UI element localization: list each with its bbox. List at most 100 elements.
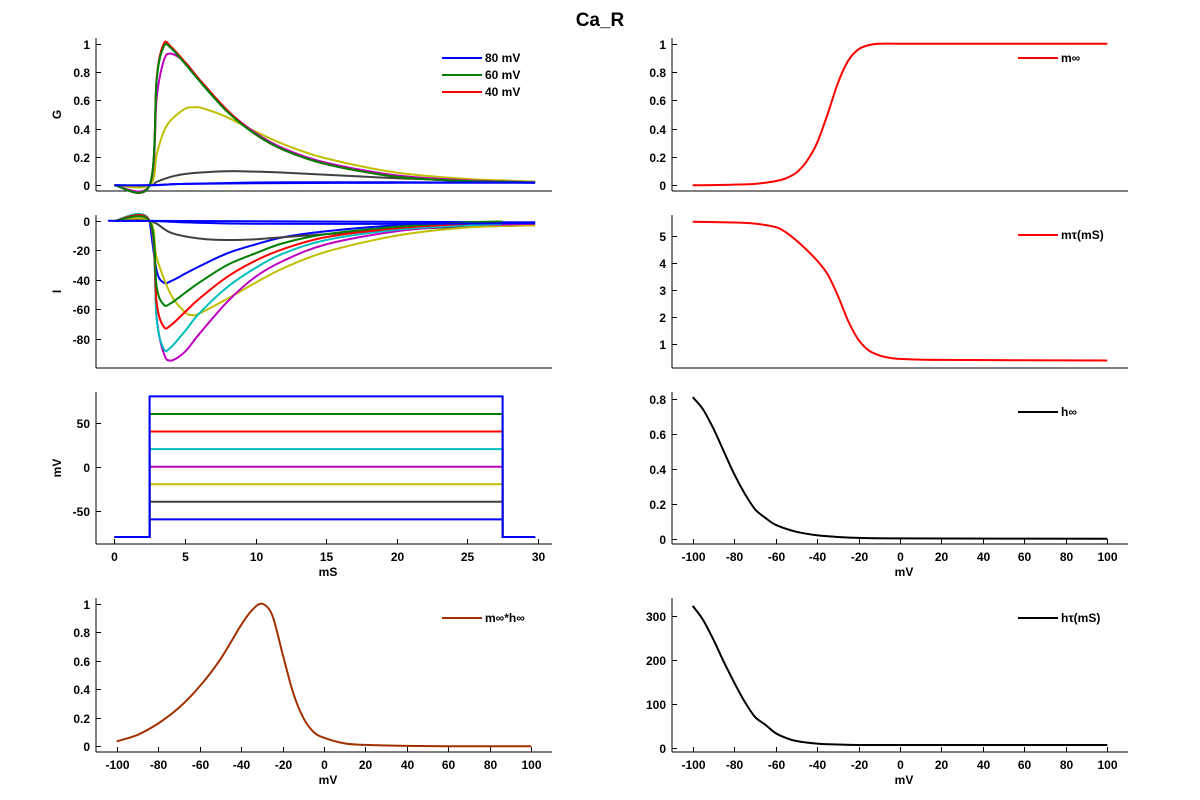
series-line-mmS (692, 220, 1108, 362)
x-tick-label: 40 (977, 758, 991, 772)
x-tick-label: 20 (935, 758, 949, 772)
x-tick-label: 60 (1018, 550, 1032, 564)
y-tick-label: 0.8 (649, 66, 666, 80)
legend-label: 80 mV (485, 51, 520, 65)
x-tick-label: 80 (1060, 550, 1074, 564)
legend-label: 40 mV (485, 85, 520, 99)
x-axis-label: mV (895, 565, 914, 579)
x-tick-label: -80 (726, 550, 744, 564)
series-line-h (691, 396, 1108, 540)
y-tick-label: 50 (77, 417, 91, 431)
y-tick-label: 0.2 (73, 151, 90, 165)
y-tick-label: 0.4 (649, 123, 666, 137)
chart-I: -80 -60 -40 -20 0 I (50, 212, 552, 369)
series-line-20mV (114, 212, 503, 353)
x-tick-label: 60 (442, 758, 456, 772)
x-tick-label: -100 (105, 758, 129, 772)
x-tick-label: -100 (681, 550, 705, 564)
x-tick-label: -80 (150, 758, 168, 772)
chart-htau: 0 100 200 300 -100 -80 -60 -40 -20 0 20 40 60 80 100 mV… (646, 598, 1128, 787)
series-line--60mV (114, 518, 536, 538)
y-tick-label: -40 (73, 274, 91, 288)
legend-label: m∞*h∞ (485, 611, 525, 625)
x-tick-label: -100 (681, 758, 705, 772)
x-tick-label: 80 (484, 758, 498, 772)
x-axis-label: mV (319, 773, 338, 787)
y-tick-label: 0 (659, 179, 666, 193)
series-line-80mV (114, 181, 536, 187)
x-tick-label: -60 (768, 758, 786, 772)
x-axis-label: mV (895, 773, 914, 787)
chart-minf: 0 0.2 0.4 0.6 0.8 1 m∞ (649, 38, 1128, 193)
y-tick-label: -80 (73, 333, 91, 347)
legend-label: m∞ (1061, 51, 1080, 65)
x-tick-label: 10 (250, 550, 264, 564)
y-tick-label: 0.6 (649, 428, 666, 442)
series-line-80mVlate (148, 220, 536, 285)
x-tick-label: 60 (1018, 758, 1032, 772)
x-tick-label: 5 (182, 550, 189, 564)
x-tick-label: -60 (768, 550, 786, 564)
x-tick-label: 0 (321, 758, 328, 772)
y-axis-label: G (50, 110, 64, 119)
y-tick-label: 0.2 (649, 498, 666, 512)
chart-V: -50 0 50 0 5 10 15 20 25 30 mS mV (50, 392, 552, 579)
y-tick-label: 0.2 (649, 151, 666, 165)
x-tick-label: 100 (1097, 758, 1117, 772)
series-line-80mV (114, 219, 536, 225)
y-tick-label: -60 (73, 303, 91, 317)
y-tick-label: 0.6 (73, 94, 90, 108)
series-line--20mV (114, 217, 536, 317)
y-tick-label: 300 (646, 610, 666, 624)
y-tick-label: 0 (659, 533, 666, 547)
x-tick-label: 0 (111, 550, 118, 564)
y-tick-label: 0.6 (73, 655, 90, 669)
x-tick-label: -80 (726, 758, 744, 772)
x-tick-label: 40 (401, 758, 415, 772)
chart-mh: 0 0.2 0.4 0.6 0.8 1 -100 -80 -60 -40 -20 0 20 40 60 80 1… (73, 598, 552, 787)
y-tick-label: 0.2 (73, 712, 90, 726)
x-tick-label: 20 (935, 550, 949, 564)
series-line--20mV (114, 106, 536, 189)
y-tick-label: 0.4 (649, 463, 666, 477)
x-tick-label: -40 (809, 758, 827, 772)
y-tick-label: 0.8 (73, 626, 90, 640)
chart-hinf: 0 0.2 0.4 0.6 0.8 -100 -80 -60 -40 -20 0 20 40 60 80 10… (649, 392, 1128, 579)
y-tick-label: 0.8 (73, 66, 90, 80)
x-tick-label: -60 (192, 758, 210, 772)
series-line-m (692, 42, 1108, 187)
y-tick-label: 3 (659, 284, 666, 298)
y-tick-label: 100 (646, 698, 666, 712)
y-tick-label: -50 (73, 505, 91, 519)
y-tick-label: 0.6 (649, 94, 666, 108)
x-tick-label: -40 (809, 550, 827, 564)
y-tick-label: 1 (83, 38, 90, 52)
y-tick-label: 0 (83, 740, 90, 754)
series-line-hmS (691, 605, 1108, 747)
x-tick-label: 15 (320, 550, 334, 564)
x-tick-label: 25 (461, 550, 475, 564)
series-line-mh (116, 602, 532, 748)
legend-label: 60 mV (485, 68, 520, 82)
y-tick-label: -20 (73, 244, 91, 258)
chart-mtau: 1 2 3 4 5 mτ(mS) (659, 215, 1128, 369)
y-tick-label: 5 (659, 230, 666, 244)
series-line-60mV (114, 43, 536, 194)
series-line-20mV (114, 42, 536, 194)
y-axis-label: mV (50, 459, 64, 478)
x-tick-label: 0 (897, 758, 904, 772)
series-line-80mV (114, 395, 536, 538)
chart-G: 0 0.2 0.4 0.6 0.8 1 G 80 mV 60 mV 40 mV (50, 38, 552, 194)
y-tick-label: 1 (83, 598, 90, 612)
legend-label: h∞ (1061, 405, 1077, 419)
figure-title: Ca_R (575, 10, 625, 31)
y-tick-label: 0 (83, 179, 90, 193)
x-tick-label: 100 (521, 758, 541, 772)
y-tick-label: 0.4 (73, 123, 90, 137)
x-tick-label: 20 (359, 758, 373, 772)
y-tick-label: 0 (659, 742, 666, 756)
series-line--20mV (114, 483, 536, 538)
y-tick-label: 2 (659, 311, 666, 325)
y-tick-label: 1 (659, 38, 666, 52)
